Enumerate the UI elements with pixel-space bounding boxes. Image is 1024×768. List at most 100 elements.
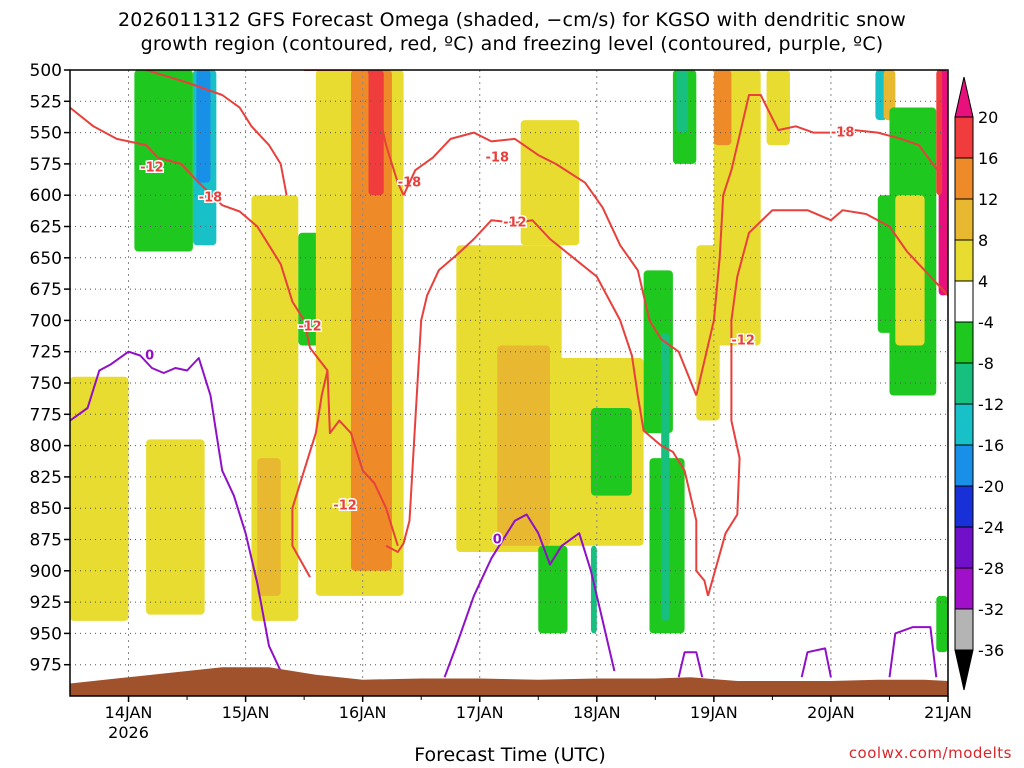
colorbar-label-13: -36	[978, 641, 1004, 660]
colorbar-label-10: -24	[978, 518, 1004, 537]
x-tick-label-4: 18JAN	[573, 703, 621, 722]
colorbar-label-0: 20	[978, 108, 998, 127]
colorbar-bin-4	[954, 239, 974, 282]
colorbar-bin-7	[954, 362, 974, 405]
omega-cell-16	[590, 408, 632, 496]
omega-cell-31	[895, 195, 925, 346]
colorbar: 20 16 12 8 4 -4 -8 -12 -16 -20 -24 -28 -32 -36	[954, 76, 1004, 691]
omega-cell-17	[590, 545, 597, 634]
colorbar-bin-11	[954, 526, 974, 569]
colorbar-bottom-arrow	[954, 649, 974, 691]
dgz-contour-label-0: -12	[140, 161, 164, 176]
x-tick-label-5: 19JAN	[690, 703, 738, 722]
y-tick-label-9: 725	[30, 343, 62, 363]
freezing-contour-line-4	[888, 626, 938, 678]
y-tick-label-4: 600	[30, 186, 62, 206]
colorbar-bin-13	[954, 608, 974, 651]
omega-cell-12	[497, 345, 550, 546]
y-tick-label-7: 675	[30, 280, 62, 300]
y-tick-label-1: 525	[30, 92, 62, 112]
y-tick-label-17: 925	[30, 593, 62, 613]
omega-cell-26	[766, 70, 790, 146]
colorbar-label-9: -20	[978, 477, 1004, 496]
y-tick-label-14: 850	[30, 499, 62, 519]
dgz-contour-line-5	[145, 70, 288, 196]
colorbar-bin-10	[954, 485, 974, 528]
colorbar-label-8: -16	[978, 436, 1004, 455]
y-tick-label-19: 975	[30, 656, 62, 676]
y-tick-label-15: 875	[30, 531, 62, 551]
y-tick-label-8: 700	[30, 311, 62, 331]
dgz-contour-line-7	[402, 131, 698, 396]
colorbar-bin-9	[954, 444, 974, 487]
omega-cell-10	[368, 70, 384, 196]
dgz-contour-label-7: -18	[486, 151, 510, 166]
x-tick-label-7: 21JAN	[924, 703, 972, 722]
x-tick-label-3: 17JAN	[456, 703, 504, 722]
colorbar-bin-6	[954, 321, 974, 364]
dgz-contour-line-3	[385, 219, 709, 597]
y-tick-label-0: 500	[30, 61, 62, 81]
dgz-contour-line-1	[303, 322, 309, 334]
credit-link[interactable]: coolwx.com/modelts	[848, 744, 1012, 762]
omega-cell-2	[196, 70, 211, 183]
y-tick-label-2: 550	[30, 124, 62, 144]
colorbar-label-6: -8	[978, 354, 994, 373]
omega-cell-32	[936, 595, 948, 653]
omega-cell-25	[713, 70, 732, 146]
x-tick-label-6: 20JAN	[807, 703, 855, 722]
dgz-contour-line-4	[707, 209, 948, 597]
grid-lines	[70, 70, 948, 696]
colorbar-label-7: -12	[978, 395, 1004, 414]
freezing-contour-line-3	[800, 647, 832, 678]
y-tick-label-12: 800	[30, 437, 62, 457]
colorbar-top-arrow	[954, 76, 974, 118]
omega-cell-6	[257, 458, 281, 596]
colorbar-label-5: -4	[978, 313, 994, 332]
dgz-contour-label-2: -12	[333, 499, 357, 514]
y-tick-label-13: 825	[30, 468, 62, 488]
freezing-contour-line-2	[677, 651, 704, 678]
y-tick-label-5: 625	[30, 218, 62, 238]
colorbar-label-4: 4	[978, 272, 988, 291]
chart-title-line2: growth region (contoured, red, ºC) and f…	[140, 33, 884, 55]
dgz-contour-label-4: -12	[731, 333, 755, 348]
colorbar-bin-12	[954, 567, 974, 610]
omega-cell-13	[520, 120, 580, 246]
colorbar-label-2: 12	[978, 190, 998, 209]
freezing-contour-label-0: 0	[145, 348, 154, 363]
freezing-contours: 00	[70, 347, 938, 678]
x-tick-label-1: 15JAN	[222, 703, 270, 722]
omega-cell-29	[883, 70, 896, 121]
omega-cell-4	[146, 439, 205, 615]
dgz-contour-line-8	[695, 94, 943, 396]
x-axis-label: Forecast Time (UTC)	[414, 744, 606, 766]
dgz-contours: -12-12-12-12-12-18-18-18-18	[70, 70, 948, 597]
y-tick-label-3: 575	[30, 155, 62, 175]
colorbar-bin-5	[954, 280, 974, 323]
dgz-contour-line-2	[291, 370, 329, 578]
dgz-contour-line-0	[70, 106, 399, 547]
dgz-contour-label-5: -18	[199, 191, 223, 206]
y-tick-label-11: 775	[30, 405, 62, 425]
terrain	[70, 667, 948, 696]
x-tick-label-2: 16JAN	[339, 703, 387, 722]
omega-cell-15	[538, 545, 568, 634]
dgz-contour-line-6	[304, 70, 405, 196]
y-tick-label-10: 750	[30, 374, 62, 394]
omega-cell-9	[350, 70, 392, 571]
dgz-contour-label-3: -12	[503, 216, 527, 231]
freezing-contour-line-0	[70, 350, 282, 672]
x-tick-label-0: 14JAN	[105, 703, 153, 722]
x-year-label: 2026	[108, 723, 149, 742]
omega-cell-3	[70, 376, 129, 621]
dgz-contour-label-1: -12	[298, 320, 322, 335]
omega-cell-22	[676, 70, 689, 133]
colorbar-label-12: -32	[978, 600, 1004, 619]
freezing-contour-label-1: 0	[493, 533, 502, 548]
y-tick-label-18: 950	[30, 624, 62, 644]
colorbar-label-1: 16	[978, 149, 998, 168]
y-tick-label-16: 900	[30, 562, 62, 582]
axes: 500 525 550 575 600 625 650 675 700 725 750 775 800 8…	[30, 61, 972, 742]
